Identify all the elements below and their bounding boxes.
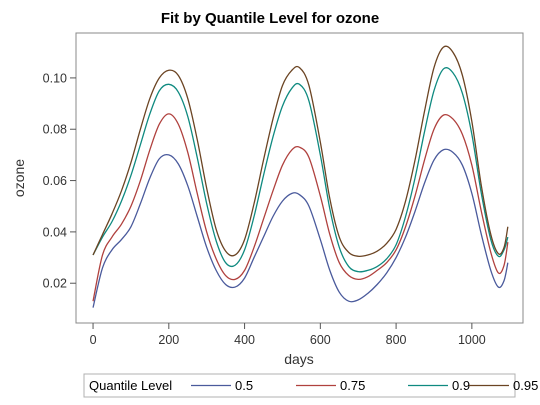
x-tick-label: 1000 bbox=[458, 333, 486, 347]
x-axis: 0 200 400 600 800 1000 bbox=[90, 323, 486, 347]
x-tick-label: 400 bbox=[234, 333, 255, 347]
legend-label-0-95: 0.95 bbox=[513, 378, 538, 393]
y-tick-label: 0.02 bbox=[43, 277, 67, 291]
y-tick-label: 0.10 bbox=[43, 71, 67, 85]
series-line-0-9 bbox=[92, 67, 509, 273]
x-tick-label: 200 bbox=[158, 333, 179, 347]
y-tick-label: 0.06 bbox=[43, 174, 67, 188]
plot-area-frame bbox=[75, 32, 524, 324]
series-line-0-75 bbox=[92, 113, 509, 302]
x-tick-label: 600 bbox=[310, 333, 331, 347]
series-lines bbox=[92, 45, 509, 308]
x-tick-label: 800 bbox=[386, 333, 407, 347]
y-axis-label: ozone bbox=[11, 159, 27, 197]
series-line-0-5 bbox=[92, 148, 509, 308]
legend-label-0-75: 0.75 bbox=[340, 378, 365, 393]
chart-title: Fit by Quantile Level for ozone bbox=[161, 10, 379, 27]
y-tick-label: 0.04 bbox=[43, 225, 67, 239]
legend-title: Quantile Level bbox=[89, 378, 172, 393]
x-tick-label: 0 bbox=[90, 333, 97, 347]
y-axis: 0.02 0.04 0.06 0.08 0.10 bbox=[43, 71, 76, 291]
legend-label-0-9: 0.9 bbox=[452, 378, 470, 393]
series-line-0-95 bbox=[92, 45, 509, 258]
y-tick-label: 0.08 bbox=[43, 123, 67, 137]
legend: Quantile Level 0.5 0.75 0.9 0.95 bbox=[83, 373, 538, 398]
legend-label-0-5: 0.5 bbox=[235, 378, 253, 393]
x-axis-label: days bbox=[284, 351, 314, 367]
